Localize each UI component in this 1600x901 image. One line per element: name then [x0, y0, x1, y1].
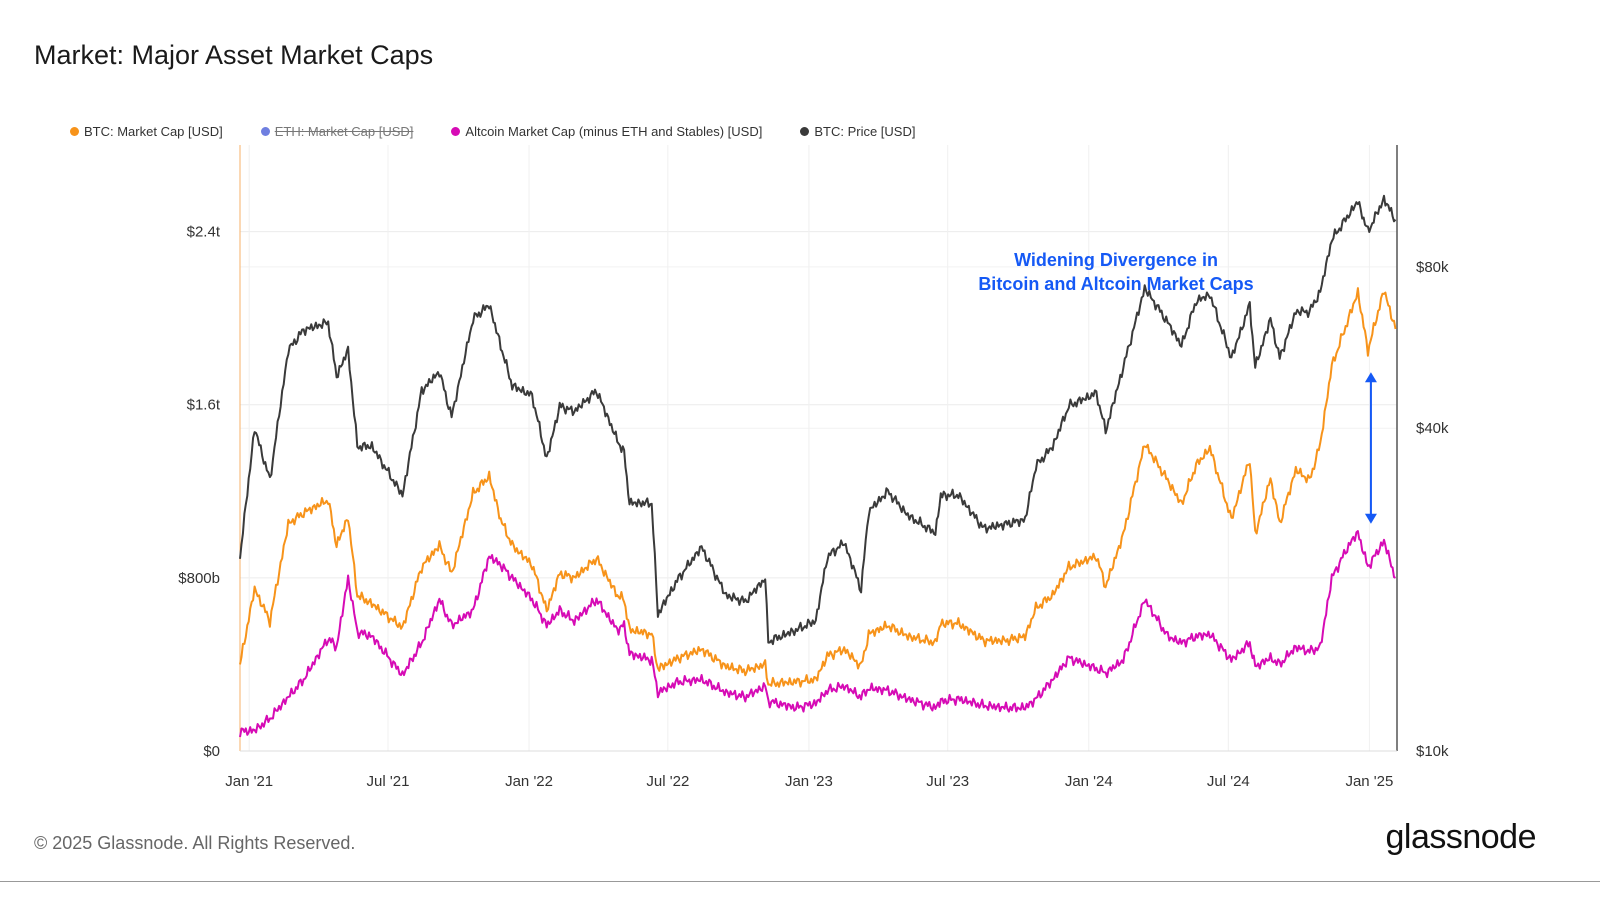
- legend-label-altcoin-market-cap: Altcoin Market Cap (minus ETH and Stable…: [465, 124, 763, 139]
- series-line: [239, 287, 1397, 688]
- annotation-text: Widening Divergence in: [1014, 250, 1218, 270]
- legend-item-eth-market-cap[interactable]: ETH: Market Cap [USD]: [260, 124, 414, 139]
- divergence-arrow-head-up: [1364, 372, 1377, 383]
- bottom-divider: [0, 881, 1600, 882]
- legend-label-btc-price: BTC: Price [USD]: [814, 124, 916, 139]
- legend-label-btc-market-cap: BTC: Market Cap [USD]: [84, 124, 223, 139]
- x-tick-label: Jul '22: [646, 773, 689, 790]
- y-left-tick-label: $800b: [178, 570, 220, 587]
- legend-dot-eth-market-cap: [260, 127, 270, 136]
- legend-dot-altcoin-market-cap: [451, 127, 461, 136]
- chart-title: Market: Major Asset Market Caps: [34, 40, 434, 70]
- annotation-text: Bitcoin and Altcoin Market Caps: [978, 274, 1253, 294]
- legend-label-eth-market-cap: ETH: Market Cap [USD]: [274, 124, 414, 139]
- x-tick-label: Jan '21: [225, 773, 273, 790]
- series-line: [239, 194, 1397, 646]
- y-right-tick-label: $40k: [1416, 420, 1449, 437]
- x-tick-label: Jan '22: [505, 773, 553, 790]
- y-left-tick-label: $0: [203, 743, 220, 760]
- x-tick-label: Jan '23: [785, 773, 833, 790]
- divergence-arrow-head-down: [1364, 513, 1377, 524]
- legend-dot-btc-market-cap: [70, 127, 79, 136]
- x-tick-label: Jan '24: [1065, 773, 1113, 790]
- x-tick-label: Jul '21: [367, 773, 410, 790]
- x-tick-label: Jan '25: [1345, 773, 1393, 790]
- y-left-tick-label: $2.4t: [187, 224, 221, 241]
- x-tick-label: Jul '24: [1207, 773, 1250, 790]
- chart-legend: BTC: Market Cap [USD] ETH: Market Cap [U…: [70, 124, 953, 139]
- y-right-tick-label: $80k: [1416, 259, 1449, 276]
- series-line: [239, 530, 1396, 738]
- brand-logo: glassnode: [1385, 818, 1536, 856]
- legend-item-btc-price[interactable]: BTC: Price [USD]: [800, 124, 915, 139]
- legend-item-altcoin-market-cap[interactable]: Altcoin Market Cap (minus ETH and Stable…: [451, 124, 762, 139]
- y-left-tick-label: $1.6t: [187, 397, 221, 414]
- copyright-text: © 2025 Glassnode. All Rights Reserved.: [34, 833, 356, 853]
- x-tick-label: Jul '23: [926, 773, 969, 790]
- legend-dot-btc-price: [800, 127, 810, 136]
- legend-item-btc-market-cap[interactable]: BTC: Market Cap [USD]: [70, 124, 223, 139]
- y-right-tick-label: $10k: [1416, 743, 1449, 760]
